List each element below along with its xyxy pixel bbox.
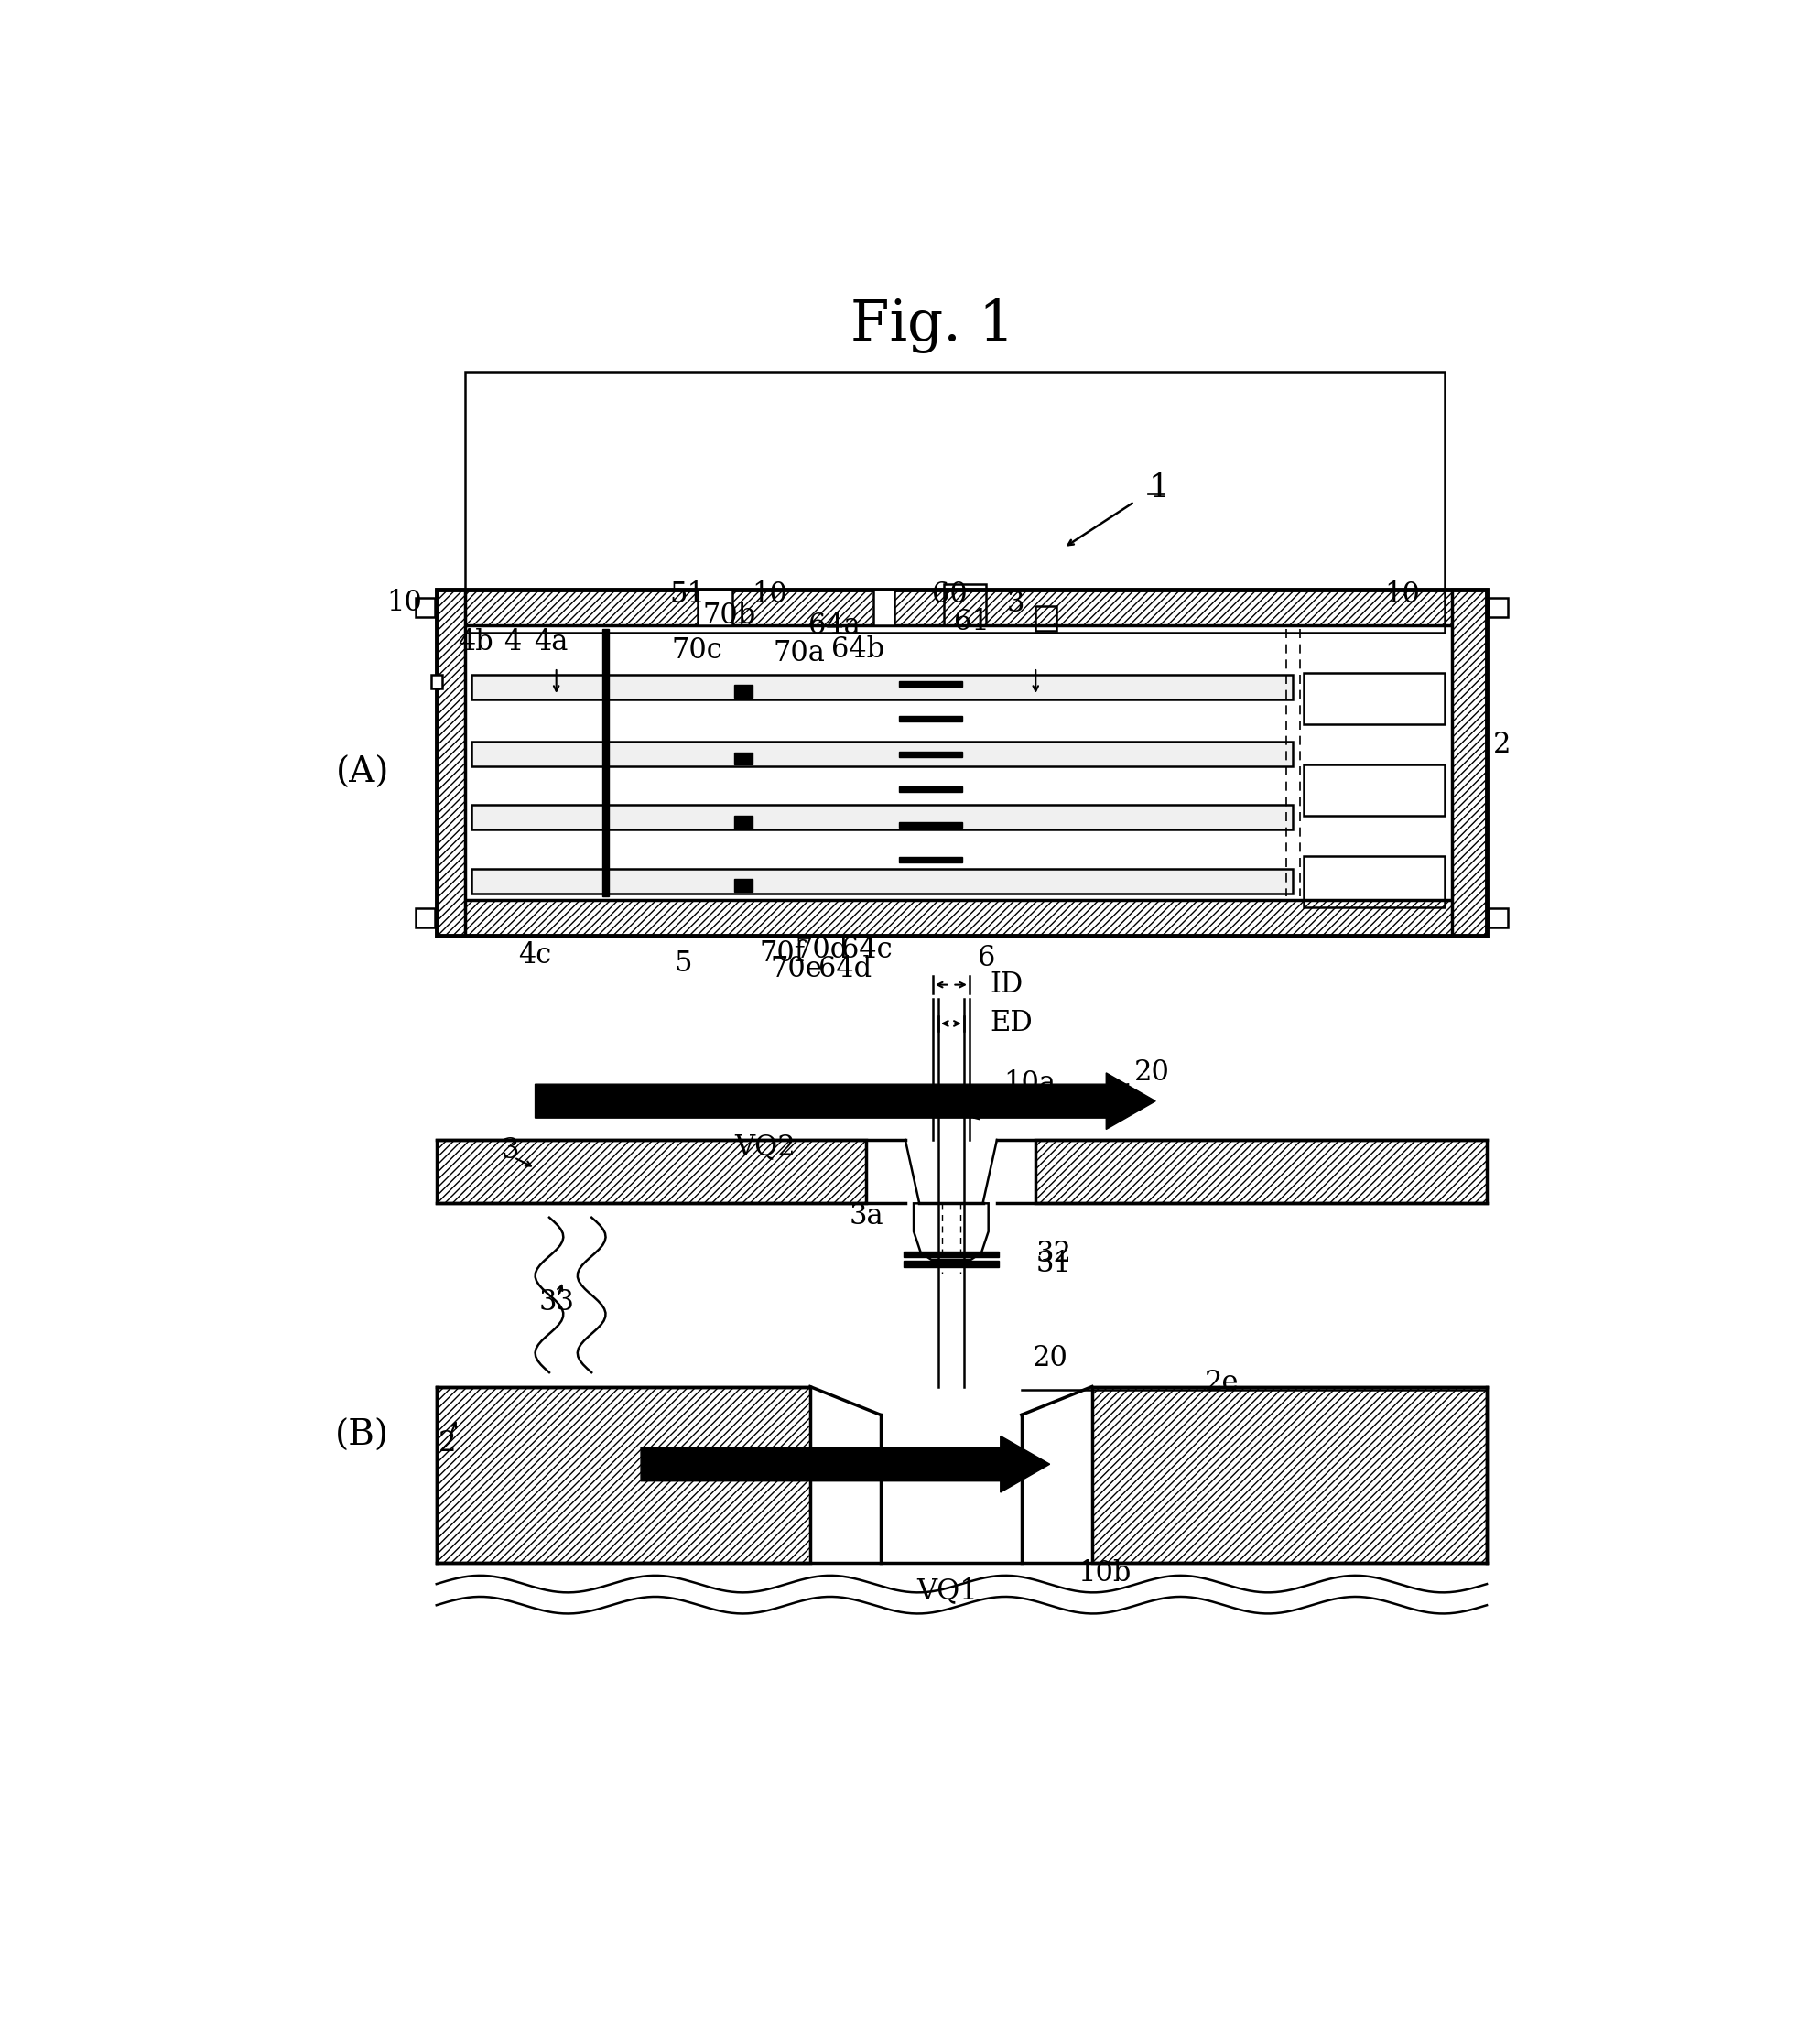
Bar bbox=[1303, 764, 1445, 815]
Text: ID: ID bbox=[990, 970, 1023, 999]
Bar bbox=[437, 901, 1487, 935]
Bar bbox=[735, 752, 752, 764]
Text: 70c: 70c bbox=[672, 636, 723, 664]
Bar bbox=[471, 868, 1292, 893]
Bar bbox=[437, 589, 1487, 626]
Text: 4a: 4a bbox=[533, 628, 568, 656]
Text: 20: 20 bbox=[1032, 1345, 1068, 1374]
Bar bbox=[415, 597, 435, 618]
Bar bbox=[1303, 856, 1445, 907]
Bar bbox=[431, 675, 442, 689]
Bar bbox=[899, 821, 963, 827]
Bar bbox=[602, 630, 610, 897]
Bar bbox=[899, 715, 963, 721]
Text: 33: 33 bbox=[539, 1288, 573, 1317]
Text: 10: 10 bbox=[752, 581, 786, 609]
Bar bbox=[874, 589, 895, 626]
FancyArrow shape bbox=[535, 1072, 1156, 1129]
FancyArrow shape bbox=[641, 1437, 1050, 1492]
Bar bbox=[1452, 589, 1487, 935]
Bar bbox=[464, 371, 1445, 632]
Text: 64a: 64a bbox=[808, 611, 861, 640]
Text: 64d: 64d bbox=[819, 956, 872, 984]
Bar bbox=[1489, 909, 1509, 927]
Text: 10b: 10b bbox=[1077, 1559, 1132, 1588]
Bar bbox=[471, 742, 1292, 766]
Text: 3: 3 bbox=[1006, 589, 1025, 618]
Bar bbox=[735, 685, 752, 697]
Text: 70a: 70a bbox=[774, 640, 826, 668]
Bar bbox=[899, 787, 963, 793]
Text: 64b: 64b bbox=[832, 636, 885, 664]
Text: 10a: 10a bbox=[1005, 1070, 1056, 1098]
Text: 3: 3 bbox=[502, 1137, 519, 1164]
Text: 5: 5 bbox=[673, 950, 692, 978]
Bar bbox=[437, 1386, 810, 1563]
Bar bbox=[437, 589, 1487, 935]
Text: 10: 10 bbox=[1385, 581, 1420, 609]
Text: 70e: 70e bbox=[770, 956, 823, 984]
Text: 2: 2 bbox=[1494, 732, 1511, 760]
Bar bbox=[945, 585, 986, 626]
Text: 2: 2 bbox=[439, 1429, 457, 1457]
Bar bbox=[903, 1251, 999, 1257]
Bar bbox=[471, 675, 1292, 699]
Text: (B): (B) bbox=[335, 1418, 389, 1453]
Text: ED: ED bbox=[990, 1009, 1032, 1037]
Polygon shape bbox=[914, 1202, 988, 1259]
Bar bbox=[437, 1139, 866, 1202]
Bar bbox=[1489, 597, 1509, 618]
Text: 61: 61 bbox=[954, 607, 990, 636]
Text: 4b: 4b bbox=[457, 628, 493, 656]
Text: VQ2: VQ2 bbox=[735, 1133, 795, 1162]
Text: 70f: 70f bbox=[759, 940, 804, 968]
Text: VQ1: VQ1 bbox=[917, 1577, 977, 1606]
Text: 6: 6 bbox=[977, 944, 996, 972]
Text: 70b: 70b bbox=[703, 601, 757, 630]
Bar bbox=[437, 589, 464, 935]
Text: 32: 32 bbox=[1036, 1239, 1072, 1268]
Text: 10: 10 bbox=[388, 589, 422, 618]
Bar bbox=[1303, 673, 1445, 723]
Text: 3a: 3a bbox=[850, 1202, 885, 1231]
Bar bbox=[903, 1262, 999, 1268]
Bar bbox=[735, 815, 752, 827]
Bar bbox=[415, 909, 435, 927]
Text: 4c: 4c bbox=[519, 942, 551, 970]
Text: 31: 31 bbox=[1036, 1249, 1072, 1278]
Text: 1: 1 bbox=[1148, 473, 1170, 503]
Bar bbox=[899, 858, 963, 862]
Text: (A): (A) bbox=[335, 756, 389, 791]
Bar bbox=[899, 752, 963, 756]
Text: 64c: 64c bbox=[841, 935, 892, 964]
Text: 10: 10 bbox=[985, 1090, 1021, 1119]
Bar bbox=[735, 878, 752, 893]
Bar bbox=[1036, 605, 1057, 632]
Text: 70d: 70d bbox=[795, 935, 848, 964]
Text: Fig. 1: Fig. 1 bbox=[850, 298, 1016, 353]
Bar bbox=[471, 805, 1292, 829]
Bar bbox=[1092, 1386, 1487, 1563]
Text: 60: 60 bbox=[932, 581, 968, 609]
Bar bbox=[697, 589, 732, 626]
Bar bbox=[899, 681, 963, 687]
Text: 51: 51 bbox=[670, 581, 706, 609]
Text: 20: 20 bbox=[1134, 1058, 1170, 1086]
Text: 4: 4 bbox=[504, 628, 521, 656]
Text: 2e: 2e bbox=[1205, 1370, 1239, 1398]
Bar bbox=[1036, 1139, 1487, 1202]
